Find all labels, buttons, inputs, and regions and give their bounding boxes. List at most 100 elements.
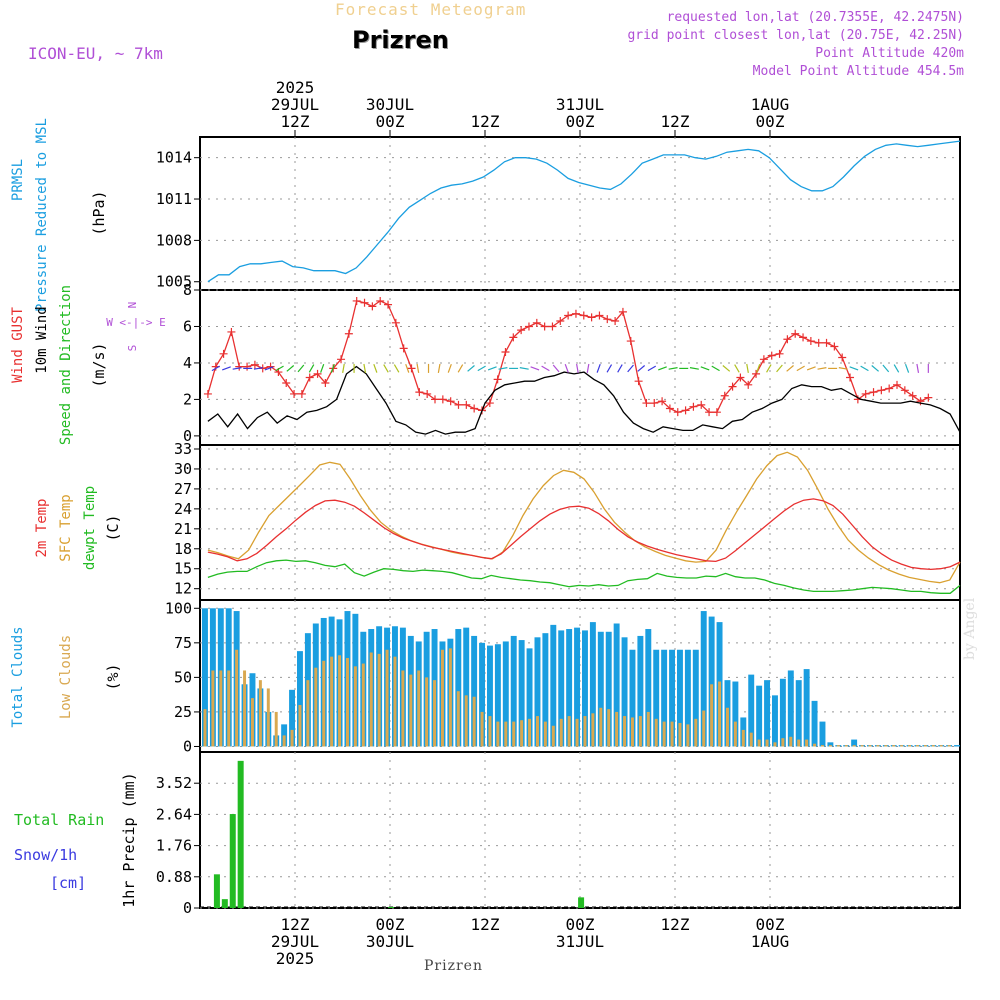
low-cloud-bar <box>219 670 223 747</box>
total-cloud-bar <box>471 635 478 747</box>
bottom-time-label: 00Z <box>376 915 405 934</box>
total-cloud-bar <box>732 681 739 747</box>
temperature-unit: (C) <box>104 514 122 541</box>
wind-direction-arrow <box>564 363 569 373</box>
low-cloud-bar <box>393 656 397 747</box>
total-cloud-bar <box>669 649 676 747</box>
wind-direction-arrow <box>746 363 749 373</box>
low-cloud-bar <box>654 718 658 747</box>
precip-bar <box>578 897 585 908</box>
low-cloud-bar <box>520 720 524 747</box>
wind-direction-arrow <box>711 365 720 372</box>
low-cloud-bar <box>227 670 231 747</box>
total-cloud-bar <box>526 648 533 747</box>
gust-marker <box>368 302 377 311</box>
low-cloud-bar <box>480 711 484 747</box>
wind-direction-arrow <box>373 363 378 373</box>
low-cloud-bar <box>757 739 761 747</box>
low-cloud-bar <box>860 745 864 747</box>
wind-direction-arrow <box>330 363 335 373</box>
gust-marker <box>532 318 541 327</box>
gust-marker <box>462 400 471 409</box>
gust-marker <box>665 404 674 413</box>
wind-direction-arrow <box>722 365 731 372</box>
low-cloud-bar <box>702 710 706 747</box>
wind-direction-arrow <box>786 365 794 372</box>
gust-marker <box>243 362 252 371</box>
total-cloud-bar <box>558 630 565 747</box>
precip-ytick-label: 0 <box>183 899 192 917</box>
wind-direction-arrow <box>647 365 657 372</box>
low-cloud-bar <box>425 677 429 747</box>
wind-direction-arrow <box>627 364 634 373</box>
wind-direction-arrow <box>637 365 646 372</box>
top-time-label: 12Z <box>471 112 500 131</box>
low-cloud-bar <box>290 729 294 747</box>
total-cloud-bar <box>463 627 470 747</box>
bottom-time-label: 12Z <box>471 915 500 934</box>
total-cloud-bar <box>574 627 581 747</box>
wind-direction-arrow <box>383 364 389 373</box>
total-cloud-bar <box>518 640 525 747</box>
gust-marker <box>744 380 753 389</box>
wind-direction-arrow <box>498 367 508 370</box>
low-cloud-bar <box>409 674 413 747</box>
snow-label: Snow/1h <box>14 846 77 864</box>
pressure-ytick-label: 1014 <box>156 149 192 167</box>
gust-marker <box>337 355 346 364</box>
wind-direction-arrow <box>467 365 475 372</box>
temperature-ytick-label: 30 <box>174 460 192 478</box>
low-cloud-bar <box>369 652 373 747</box>
total-cloud-bar <box>510 635 517 747</box>
wind-direction-arrow <box>734 364 740 373</box>
panel-frame-0 <box>199 136 961 291</box>
gust-marker <box>360 298 369 307</box>
low-cloud-bar <box>440 649 444 747</box>
wind-direction-arrow <box>893 364 900 373</box>
gust-marker <box>344 329 353 338</box>
point-altitude: Point Altitude 420m <box>815 46 964 61</box>
low-cloud-bar <box>931 745 935 747</box>
gust-marker <box>219 349 228 358</box>
gust-marker <box>415 388 424 397</box>
total-cloud-bar <box>621 637 628 747</box>
total-cloud-bar <box>455 629 462 747</box>
gust-marker <box>712 408 721 417</box>
pressure-ytick-label: 1005 <box>156 273 192 291</box>
wind-direction-arrow <box>530 366 540 371</box>
top-time-label: 30JUL <box>366 95 414 114</box>
wind-direction-arrow <box>596 363 601 373</box>
low-cloud-bar <box>559 718 563 747</box>
gust-marker <box>517 326 526 335</box>
low-cloud-bar <box>298 705 302 747</box>
bottom-time-label: 12Z <box>661 915 690 934</box>
bottom-time-label: 12Z <box>281 915 310 934</box>
total-cloud-bar <box>700 611 707 747</box>
precip-bar <box>388 906 395 908</box>
low-cloud-bar <box>939 745 943 747</box>
low-cloud-bar <box>448 648 452 747</box>
low-cloud-bar <box>947 745 951 747</box>
precip-unit: 1hr Precip (mm) <box>120 772 138 907</box>
gust-marker <box>587 313 596 322</box>
precip-bar <box>229 814 236 908</box>
wind-direction-arrow <box>405 363 410 373</box>
low-cloud-bar <box>235 649 239 747</box>
low-cloud-bar <box>828 745 832 747</box>
gust-marker <box>846 373 855 382</box>
gust-marker <box>266 362 275 371</box>
wind-direction-arrow <box>668 367 678 370</box>
wind-direction-arrow <box>342 363 345 373</box>
chart-title-faint: Forecast Meteogram <box>335 0 527 19</box>
gust-marker <box>681 406 690 415</box>
gust-marker <box>603 315 612 324</box>
gust-marker <box>548 322 557 331</box>
wind-direction-arrow <box>882 364 890 373</box>
total-cloud-bar <box>748 674 755 747</box>
temp-2m-line <box>207 498 961 571</box>
total-cloud-bar <box>566 629 573 747</box>
low-cloud-bar <box>908 745 912 747</box>
gust-marker <box>376 296 385 305</box>
low-cloud-bar <box>377 653 381 747</box>
grid-point-coords: grid point closest lon,lat (20.75E, 42.2… <box>627 28 964 43</box>
